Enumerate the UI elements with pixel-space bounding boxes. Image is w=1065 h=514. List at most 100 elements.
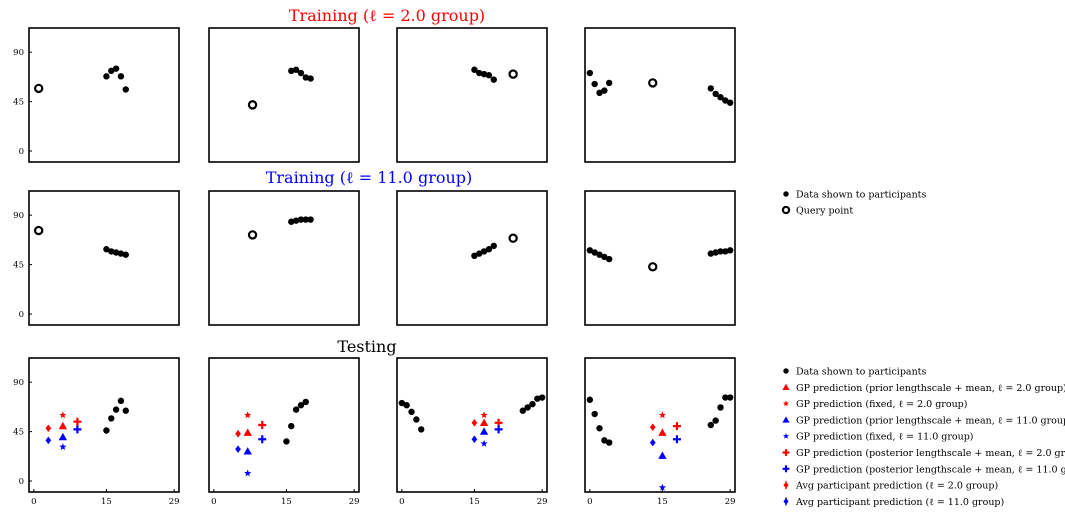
prediction-star [658,483,667,491]
y-tick-label: 90 [13,211,24,221]
data-point [591,410,598,418]
x-tick-label: 0 [587,497,592,507]
legend-item: Avg participant prediction (ℓ = 11.0 gro… [783,497,1004,508]
prediction-triangle [479,427,489,435]
data-point [307,75,314,82]
legend-item: GP prediction (fixed, ℓ = 11.0 group) [782,432,974,443]
query-point [247,100,258,110]
legend-item: GP prediction (posterior lengthscale + m… [782,464,1065,475]
legend-label: GP prediction (posterior lengthscale + m… [796,464,1065,475]
data-point [601,253,608,261]
data-point [471,66,478,73]
avg-participant-point [235,430,241,438]
y-tick-label: 45 [13,98,24,108]
data-point [476,250,483,257]
legend-marker [782,383,790,390]
legend-marker [783,498,789,505]
panel-r0c0: 0 45 90 [13,27,180,163]
legend-item: GP prediction (fixed, ℓ = 2.0 group) [782,399,967,410]
data-point [297,69,305,77]
panel-frame [28,357,180,493]
legend-item: GP prediction (prior lengthscale + mean,… [782,415,1065,426]
data-point [103,427,110,434]
legend-label: GP prediction (fixed, ℓ = 11.0 group) [796,432,974,443]
data-point [288,67,295,75]
legend-marker [782,416,790,423]
query-point [648,78,658,88]
data-point [403,402,410,409]
panel-r1c3 [584,190,736,326]
row-title-testing: Testing [337,337,396,356]
avg-participant-point [471,419,478,427]
data-point [413,416,420,423]
prediction-triangle [243,447,252,455]
panel-r1c2 [396,190,548,326]
x-tick-label: 15 [281,497,292,507]
panel-frame [208,357,360,493]
prediction-star [244,411,252,419]
data-point [283,438,290,445]
legend-item: GP prediction (posterior lengthscale + m… [782,448,1065,459]
x-tick-label: 29 [725,497,736,507]
panel-r2c1: 0 15 29 [208,357,360,507]
data-point [707,85,715,92]
y-tick-label: 0 [19,147,24,157]
prediction-triangle [658,451,667,459]
data-point [485,246,493,253]
data-point [605,255,613,263]
legend-marker [782,432,790,439]
y-tick-label: 90 [13,48,24,58]
data-point [529,400,536,408]
x-tick-label: 29 [537,497,548,507]
legend-item: Query point [781,206,853,217]
data-point [605,79,613,87]
data-point [117,73,125,80]
y-tick-label: 0 [19,477,24,487]
legend-top: Data shown to participants Query point [781,190,927,217]
panel-frame [396,357,548,493]
data-point [601,437,608,444]
data-point [596,251,603,258]
avg-participant-point [45,436,52,444]
panel-r2c3: 0 15 29 [584,357,736,507]
prediction-plus [672,435,681,444]
prediction-triangle [58,432,68,441]
legend-label: Avg participant prediction (ℓ = 2.0 grou… [795,481,998,492]
legend-marker [783,481,789,489]
legend-label: GP prediction (fixed, ℓ = 2.0 group) [796,399,967,410]
data-point [476,69,483,77]
panel-frame [396,27,548,163]
legend-marker [782,465,790,473]
avg-participant-point [649,423,656,431]
data-point [408,408,415,416]
data-point [490,242,497,250]
data-point [726,247,734,254]
data-point [480,70,488,78]
panel-r1c0: 0 45 90 [13,190,180,326]
data-point [108,248,115,255]
panel-r1c1 [208,190,360,326]
prediction-plus [672,422,681,431]
data-point [591,249,598,256]
avg-participant-point [649,438,656,447]
data-point [103,73,110,80]
data-point [722,394,729,401]
panel-r2c0: 0 45 90 0 15 29 [13,357,180,507]
legend-bottom: Data shown to participants GP prediction … [782,367,1065,508]
x-tick-label: 0 [399,497,404,507]
prediction-star [480,439,488,447]
avg-participant-point [45,424,52,432]
data-point [722,248,729,255]
prediction-star [658,411,667,419]
prediction-star [244,469,252,477]
prediction-plus [73,417,82,426]
y-tick-label: 0 [19,310,24,320]
x-tick-label: 29 [349,497,360,507]
data-point [712,417,719,424]
data-point [591,80,598,88]
legend-item: GP prediction (prior lengthscale + mean,… [782,383,1065,394]
data-point [117,397,125,405]
panel-r2c2: 0 15 29 [396,357,548,507]
data-point [302,74,309,81]
data-point [717,93,724,101]
